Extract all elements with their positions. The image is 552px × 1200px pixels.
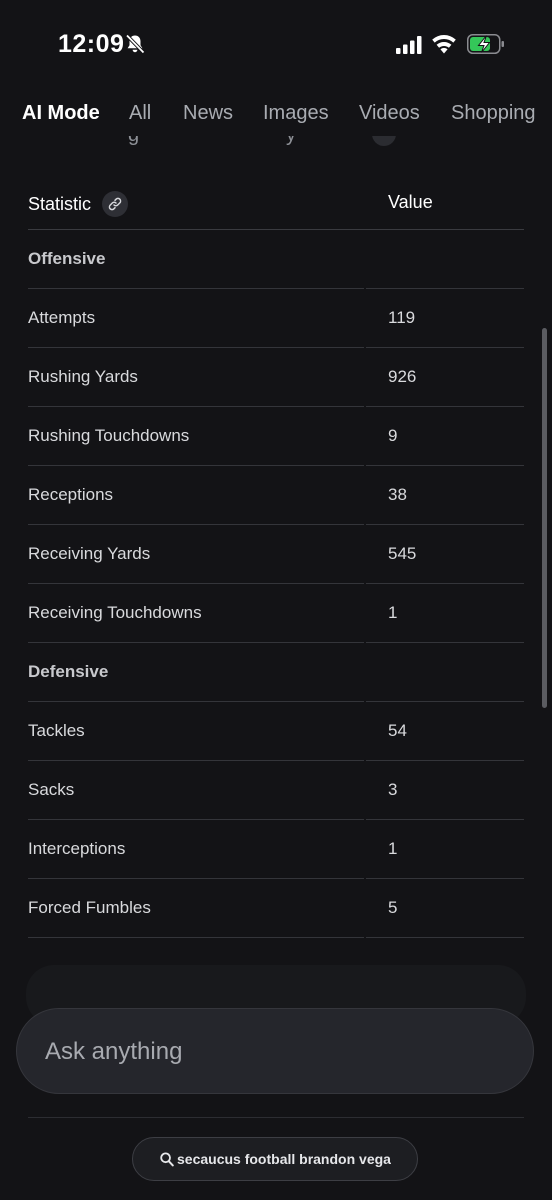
row-label: Forced Fumbles — [28, 898, 151, 917]
divider — [28, 1117, 524, 1118]
scrolled-off-button — [372, 136, 396, 146]
table-row: Receiving Touchdowns 1 — [28, 584, 524, 643]
row-value: 1 — [388, 603, 398, 622]
copy-link-button[interactable] — [102, 191, 128, 217]
row-value: 545 — [388, 544, 417, 563]
status-bar: 12:09 — [0, 0, 552, 90]
row-value: 9 — [388, 426, 398, 445]
row-value: 38 — [388, 485, 407, 504]
tab-news[interactable]: News — [183, 102, 234, 124]
row-label: Tackles — [28, 721, 85, 740]
section-label: Defensive — [28, 662, 109, 681]
table-section-row: Offensive — [28, 230, 524, 289]
table-row: Tackles 54 — [28, 702, 524, 761]
table-row: Rushing Touchdowns 9 — [28, 407, 524, 466]
wifi-icon — [432, 35, 456, 54]
search-tabs: AI Mode All News Images Videos Shopping — [0, 96, 552, 136]
row-label: Rushing Touchdowns — [28, 426, 190, 445]
statistic-column-header: Statistic — [28, 194, 92, 214]
scrollbar[interactable] — [542, 328, 547, 708]
row-value: 3 — [388, 780, 398, 799]
table-row: Interceptions 1 — [28, 820, 524, 879]
tab-videos[interactable]: Videos — [359, 102, 420, 124]
table-header: Statistic Value — [28, 170, 524, 230]
search-icon — [160, 1152, 174, 1167]
row-label: Receiving Touchdowns — [28, 603, 202, 622]
section-label: Offensive — [28, 249, 106, 268]
table-row: Attempts 119 — [28, 289, 524, 348]
status-time: 12:09 — [58, 30, 125, 58]
table-section-row: Defensive — [28, 643, 524, 702]
row-value: 5 — [388, 898, 398, 917]
bell-slash-icon — [125, 34, 145, 54]
row-label: Attempts — [28, 308, 96, 327]
row-value: 54 — [388, 721, 407, 740]
search-query-text: secaucus football brandon vega — [177, 1151, 391, 1167]
row-value: 1 — [388, 839, 398, 858]
table-row: Receiving Yards 545 — [28, 525, 524, 584]
battery-charging-icon — [467, 34, 504, 54]
row-value: 926 — [388, 367, 417, 386]
scrolled-off-text: g y — [28, 136, 488, 148]
row-value: 119 — [388, 308, 416, 327]
row-label: Receptions — [28, 485, 114, 504]
search-query-pill[interactable]: secaucus football brandon vega — [132, 1137, 418, 1181]
table-row: Receptions 38 — [28, 466, 524, 525]
cellular-signal-icon — [396, 36, 422, 54]
link-icon — [108, 197, 122, 211]
table-row: Rushing Yards 926 — [28, 348, 524, 407]
tab-all[interactable]: All — [129, 102, 152, 124]
row-label: Interceptions — [28, 839, 126, 858]
table-row: Forced Fumbles 5 — [28, 879, 524, 938]
row-label: Rushing Yards — [28, 367, 138, 386]
tab-images[interactable]: Images — [263, 102, 329, 124]
row-label: Sacks — [28, 780, 75, 799]
tab-shopping[interactable]: Shopping — [451, 102, 536, 124]
tab-ai-mode[interactable]: AI Mode — [22, 102, 100, 124]
ask-anything-input[interactable]: Ask anything — [16, 1008, 534, 1094]
ask-placeholder: Ask anything — [45, 1038, 183, 1065]
value-column-header: Value — [388, 192, 433, 212]
row-label: Receiving Yards — [28, 544, 151, 563]
stats-table: Statistic Value Offensive Attempts 119 R… — [28, 170, 524, 938]
table-row: Sacks 3 — [28, 761, 524, 820]
